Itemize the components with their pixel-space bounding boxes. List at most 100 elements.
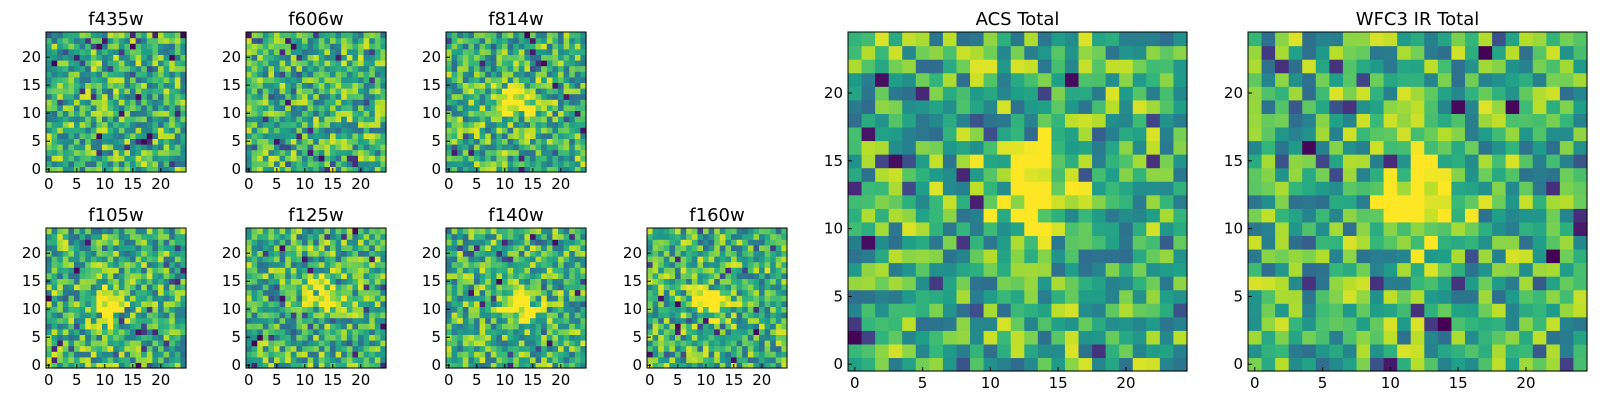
heatmap-cell	[770, 261, 777, 268]
heatmap-cell	[580, 289, 587, 296]
heatmap-cell	[268, 317, 275, 324]
heatmap-cell	[479, 278, 486, 285]
heatmap-cell	[1159, 154, 1175, 169]
heatmap-cell	[62, 272, 69, 279]
heatmap-cell	[68, 250, 75, 257]
heatmap-cell	[970, 343, 985, 359]
heatmap-cell	[770, 328, 777, 335]
heatmap-cell	[530, 155, 537, 162]
heatmap-cell	[135, 37, 142, 44]
heatmap-cell	[46, 345, 53, 352]
heatmap-cell	[647, 272, 654, 279]
heatmap-cell	[152, 155, 159, 162]
heatmap-cell	[742, 284, 749, 291]
heatmap-cell	[552, 250, 559, 257]
heatmap-cell	[102, 144, 109, 151]
heatmap-cell	[296, 244, 303, 251]
heatmap-cell	[691, 312, 698, 319]
heatmap-cell	[658, 356, 665, 363]
heatmap-cell	[96, 351, 103, 358]
heatmap-cell	[285, 300, 292, 307]
heatmap-cell	[663, 334, 670, 341]
heatmap-cell	[146, 127, 153, 134]
heatmap-cell	[46, 233, 53, 240]
heatmap-cell	[479, 71, 486, 78]
heatmap-cell	[330, 312, 337, 319]
heatmap-cell	[535, 233, 542, 240]
heatmap-cell	[262, 284, 269, 291]
heatmap-cell	[130, 300, 137, 307]
heatmap-cell	[318, 261, 325, 268]
heatmap-cell	[380, 104, 387, 111]
heatmap-cell	[68, 132, 75, 139]
heatmap-cell	[915, 235, 930, 250]
heatmap-cell	[279, 65, 286, 72]
heatmap-cell	[479, 295, 486, 302]
heatmap-cell	[446, 71, 453, 78]
heatmap-cell	[569, 127, 576, 134]
heatmap-cell	[363, 256, 370, 263]
x-tick-label: 10	[95, 371, 114, 389]
heatmap-cell	[124, 54, 131, 61]
axes-frame	[45, 31, 187, 173]
heatmap-cell	[324, 228, 331, 235]
heatmap-cell	[747, 228, 754, 235]
heatmap-cell	[781, 295, 788, 302]
heatmap-cell	[775, 289, 782, 296]
x-tick-label: 10	[696, 371, 715, 389]
heatmap-cell	[462, 138, 469, 145]
heatmap-cell	[318, 334, 325, 341]
heatmap-cell	[731, 312, 738, 319]
heatmap-cell	[1105, 154, 1120, 169]
heatmap-cell	[268, 71, 275, 78]
heatmap-cell	[68, 284, 75, 291]
heatmap-cell	[107, 272, 114, 279]
heatmap-cell	[1132, 330, 1147, 345]
heatmap-cell	[468, 323, 475, 330]
heatmap-cell	[1146, 357, 1161, 372]
heatmap-cell	[929, 276, 944, 291]
heatmap-cell	[285, 155, 292, 162]
heatmap-cell	[1092, 221, 1107, 236]
heatmap-cell	[675, 340, 682, 347]
heatmap-cell	[152, 60, 159, 67]
heatmap-cell	[51, 250, 58, 257]
heatmap-cell	[352, 323, 359, 330]
heatmap-cell	[90, 356, 97, 363]
heatmap-cell	[130, 155, 137, 162]
heatmap-cell	[290, 278, 297, 285]
heatmap-cell	[274, 300, 281, 307]
heatmap-cell	[1078, 343, 1093, 359]
heatmap-cell	[861, 303, 876, 318]
heatmap-cell	[686, 323, 693, 330]
heatmap-cell	[163, 267, 170, 274]
heatmap-cell	[318, 244, 325, 251]
heatmap-cell	[558, 295, 565, 302]
heatmap-cell	[141, 144, 148, 151]
heatmap-cell	[380, 244, 387, 251]
heatmap-cell	[130, 267, 137, 274]
heatmap-cell	[546, 356, 553, 363]
heatmap-cell	[285, 160, 292, 167]
heatmap-cell	[479, 334, 486, 341]
heatmap-cell	[747, 317, 754, 324]
heatmap-cell	[468, 93, 475, 100]
heatmap-cell	[1024, 154, 1039, 169]
heatmap-cell	[62, 340, 69, 347]
heatmap-cell	[124, 37, 131, 44]
heatmap-cell	[675, 317, 682, 324]
heatmap-cell	[997, 221, 1012, 236]
heatmap-cell	[731, 328, 738, 335]
heatmap-cell	[296, 37, 303, 44]
heatmap-cell	[462, 32, 469, 39]
heatmap-cell	[118, 362, 125, 369]
heatmap-cell	[725, 284, 732, 291]
heatmap-cell	[703, 289, 710, 296]
heatmap-cell	[490, 88, 497, 95]
heatmap-cell	[496, 54, 503, 61]
heatmap-cell	[1159, 126, 1175, 142]
heatmap-cell	[124, 99, 131, 106]
heatmap-cell	[1092, 276, 1107, 291]
heatmap-cell	[518, 340, 525, 347]
heatmap-cell	[580, 256, 587, 263]
